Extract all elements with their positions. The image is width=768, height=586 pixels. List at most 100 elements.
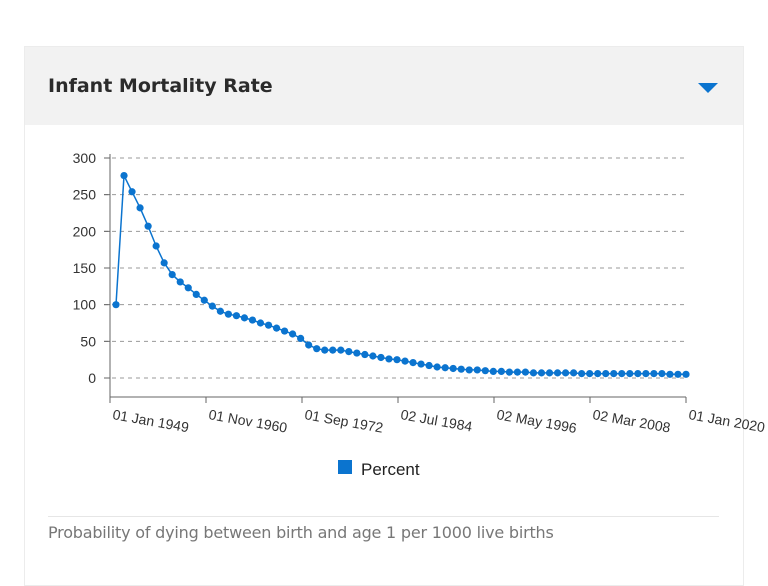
- data-point: [642, 370, 650, 378]
- y-tick-label: 100: [73, 297, 97, 313]
- data-point: [489, 367, 497, 375]
- data-point: [401, 357, 409, 365]
- data-point: [385, 355, 393, 363]
- data-point: [216, 307, 224, 315]
- data-point: [200, 296, 208, 304]
- data-point: [313, 345, 321, 353]
- data-point: [545, 369, 554, 377]
- data-point: [232, 312, 241, 320]
- data-point: [570, 369, 578, 377]
- data-point: [610, 370, 618, 378]
- data-point: [337, 346, 345, 354]
- data-point: [658, 370, 666, 378]
- data-point: [618, 370, 626, 378]
- data-point: [224, 310, 232, 318]
- x-tick-label: 01 Sep 1972: [303, 406, 384, 436]
- x-tick-label: 02 Jul 1984: [399, 406, 473, 434]
- line-chart: 0 50 100 150 200 250 300 01 Jan 1949 01 Nov 1960…: [73, 150, 767, 479]
- data-point: [289, 330, 297, 338]
- data-point: [473, 366, 481, 374]
- data-point: [626, 370, 634, 378]
- data-point: [537, 369, 546, 377]
- y-tick-label: 0: [88, 370, 96, 386]
- data-point: [248, 316, 257, 324]
- data-point: [152, 242, 160, 250]
- chart-card: Infant Mortality Rate Probability of dyi…: [24, 46, 744, 586]
- data-point: [465, 366, 473, 374]
- data-point: [586, 370, 594, 378]
- data-point: [578, 370, 586, 378]
- y-tick-label: 300: [73, 150, 97, 166]
- legend-label-percent: Percent: [361, 460, 420, 479]
- axes: 0 50 100 150 200 250 300 01 Jan 1949 01 Nov 1960…: [73, 150, 767, 436]
- data-point: [353, 349, 361, 357]
- x-tick-label: 02 May 1996: [495, 406, 578, 436]
- data-point: [297, 334, 305, 342]
- data-point: [425, 361, 433, 370]
- legend: Percent: [338, 460, 420, 479]
- gridlines: [104, 157, 686, 379]
- chart-caption: Probability of dying between birth and a…: [48, 523, 554, 542]
- data-point: [417, 360, 425, 368]
- legend-swatch-percent: [338, 460, 352, 474]
- data-point: [345, 348, 353, 356]
- y-tick-label: 50: [80, 333, 96, 349]
- data-point: [441, 364, 449, 372]
- data-point: [321, 346, 329, 354]
- data-point: [264, 321, 273, 329]
- data-point: [634, 370, 642, 378]
- data-point: [650, 370, 658, 378]
- data-point: [272, 324, 281, 332]
- data-point: [329, 346, 337, 354]
- data-point: [144, 222, 152, 230]
- data-point: [497, 367, 505, 375]
- series-line-percent: [115, 172, 686, 376]
- data-point: [369, 352, 377, 360]
- y-tick-label: 250: [73, 187, 97, 203]
- data-point: [120, 172, 128, 180]
- data-point: [561, 369, 570, 377]
- data-point: [521, 368, 530, 376]
- data-point: [666, 370, 674, 378]
- data-point: [409, 359, 417, 367]
- data-point: [128, 188, 136, 196]
- data-point: [393, 356, 401, 364]
- data-point: [168, 271, 176, 279]
- data-point: [305, 341, 313, 349]
- x-tick-label: 01 Nov 1960: [207, 406, 288, 436]
- data-point: [192, 290, 200, 298]
- caption-divider: [48, 516, 719, 517]
- x-tick-label: 01 Jan 1949: [111, 406, 190, 435]
- data-point: [160, 259, 168, 267]
- data-point: [449, 364, 457, 373]
- data-point: [674, 370, 682, 378]
- data-point: [136, 204, 144, 212]
- card-title: Infant Mortality Rate: [48, 75, 273, 97]
- series-percent: [112, 172, 690, 378]
- data-point: [481, 367, 489, 375]
- y-tick-label: 150: [73, 260, 97, 276]
- data-point: [208, 302, 216, 310]
- data-point: [377, 353, 385, 362]
- data-point: [240, 314, 249, 322]
- data-point: [505, 368, 513, 376]
- data-point: [280, 327, 289, 335]
- data-point: [529, 369, 538, 377]
- data-point: [553, 369, 562, 377]
- data-point: [256, 319, 265, 327]
- data-point: [457, 365, 465, 373]
- data-point: [176, 278, 184, 286]
- data-point: [433, 363, 441, 371]
- card-header: Infant Mortality Rate: [25, 47, 743, 125]
- data-point: [112, 301, 120, 309]
- data-point: [602, 370, 610, 378]
- x-tick-label: 02 Mar 2008: [591, 406, 671, 435]
- y-tick-label: 200: [73, 223, 97, 239]
- data-point: [361, 350, 369, 359]
- data-point: [184, 284, 192, 292]
- triangle-down-icon[interactable]: [697, 81, 719, 95]
- x-tick-label: 01 Jan 2020: [687, 406, 766, 435]
- data-point: [682, 370, 690, 378]
- data-point: [513, 368, 522, 376]
- data-point: [594, 370, 602, 378]
